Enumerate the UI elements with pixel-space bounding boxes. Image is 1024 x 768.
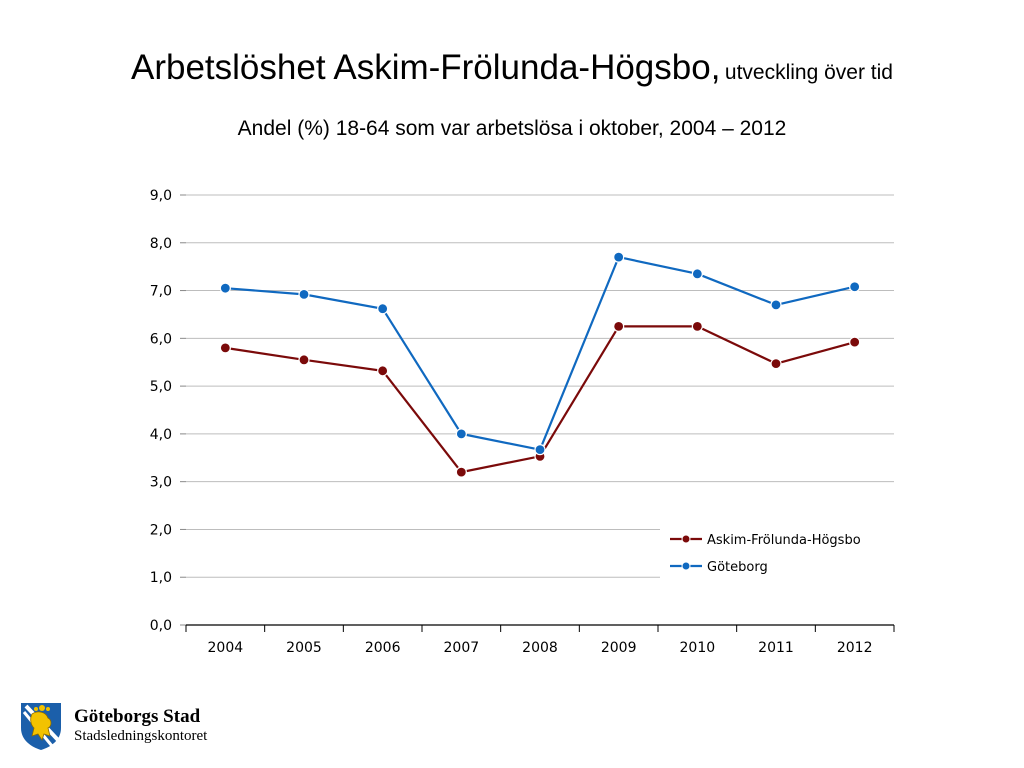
logo-name: Göteborgs Stad: [74, 706, 201, 728]
data-point: [377, 303, 389, 315]
legend-background: [660, 518, 900, 583]
data-point: [691, 320, 703, 332]
y-tick-label: 1,0: [150, 570, 172, 586]
slide-subtitle: Andel (%) 18-64 som var arbetslösa i okt…: [237, 117, 787, 140]
goteborgs-stad-logo: Göteborgs Stad Stadsledningskontoret: [18, 700, 207, 752]
y-tick-label: 5,0: [150, 379, 172, 395]
y-tick-label: 9,0: [150, 188, 172, 204]
data-point: [691, 268, 703, 280]
data-point: [455, 466, 467, 478]
data-point: [455, 428, 467, 440]
y-tick-label: 2,0: [150, 522, 172, 538]
data-point: [613, 251, 625, 263]
series-line: [225, 256, 855, 451]
line-chart: 0,01,02,03,04,05,06,07,08,09,0 2004 2005 2…: [149, 188, 900, 656]
data-point: [219, 342, 231, 354]
data-point: [534, 444, 546, 456]
data-point: [377, 365, 389, 377]
slide-title: Arbetslöshet Askim-Frölunda-Högsbo, utve…: [0, 48, 1024, 88]
y-tick-label: 3,0: [150, 475, 172, 491]
goteborg-lion-shield-icon: [21, 703, 61, 750]
x-tick-label: 2005: [286, 640, 322, 656]
y-tick-label: 4,0: [150, 427, 172, 443]
x-tick-label: 2008: [522, 640, 558, 656]
logo-unit: Stadsledningskontoret: [74, 728, 208, 745]
y-tick-label: 6,0: [150, 331, 172, 347]
chart-legend: Askim-Frölunda-Högsbo Göteborg: [660, 518, 900, 583]
x-axis: 2004 2005 2006 2007 2008 2009 2010 2011 2012: [185, 624, 895, 656]
legend-label: Askim-Frölunda-Högsbo: [707, 533, 861, 548]
legend-label: Göteborg: [707, 560, 768, 575]
data-point: [298, 288, 310, 300]
y-tick-label: 0,0: [150, 618, 172, 634]
x-tick-label: 2006: [365, 640, 401, 656]
data-point: [849, 281, 861, 293]
x-tick-label: 2007: [444, 640, 480, 656]
y-tick-label: 8,0: [150, 236, 172, 252]
legend-swatch-marker: [681, 561, 691, 571]
data-point: [770, 299, 782, 311]
x-tick-label: 2012: [837, 640, 873, 656]
series-0: [219, 320, 861, 478]
y-tick-label: 7,0: [150, 284, 172, 300]
data-point: [770, 358, 782, 370]
chart-series: [219, 251, 861, 478]
legend-swatch-marker: [681, 534, 691, 544]
data-point: [298, 354, 310, 366]
data-point: [849, 336, 861, 348]
x-tick-label: 2010: [680, 640, 716, 656]
x-tick-label: 2004: [208, 640, 244, 656]
y-axis-tick-labels: 0,0 1,0 2,0 3,0 4,0 5,0 6,0 7,0 8,0 9,0: [150, 188, 186, 634]
slide-title-main: Arbetslöshet Askim-Frölunda-Högsbo,: [131, 48, 721, 87]
x-tick-label: 2011: [758, 640, 794, 656]
data-point: [219, 282, 231, 294]
slide-title-sub: utveckling över tid: [724, 61, 893, 84]
series-1: [219, 251, 861, 456]
data-point: [613, 320, 625, 332]
x-tick-label: 2009: [601, 640, 637, 656]
